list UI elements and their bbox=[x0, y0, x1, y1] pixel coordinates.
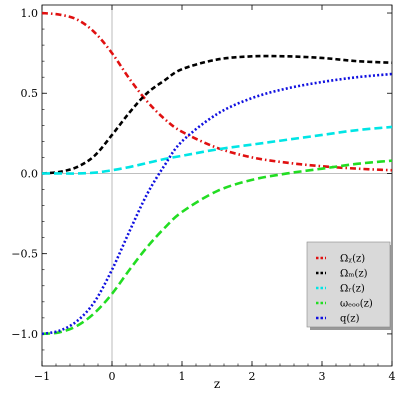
y-tick-label: 0.5 bbox=[21, 87, 39, 100]
x-tick-label: 3 bbox=[319, 370, 326, 383]
x-tick-label: 4 bbox=[389, 370, 396, 383]
y-tick-label: −1.0 bbox=[11, 328, 38, 341]
legend-label-q: q(z) bbox=[340, 314, 360, 325]
series-line-omega-lambda bbox=[41, 11, 393, 172]
y-tick-label: 0.0 bbox=[21, 167, 39, 180]
series-line-omega-r bbox=[41, 125, 393, 175]
legend-label-omega-lambda: Ωᵪ(z) bbox=[340, 254, 365, 265]
series-line-omega-m bbox=[41, 54, 393, 175]
series-lines bbox=[41, 11, 393, 336]
legend-label-omega-eff: ωₑₒₒ(z) bbox=[340, 299, 373, 310]
plot-frame bbox=[41, 4, 393, 367]
legend-label-omega-m: Ωₘ(z) bbox=[340, 269, 368, 280]
legend-box bbox=[306, 241, 391, 328]
x-axis-label: z bbox=[214, 377, 220, 391]
y-tick-label: −0.5 bbox=[11, 248, 38, 261]
x-tick-label: 0 bbox=[109, 370, 116, 383]
series-line-q bbox=[41, 72, 393, 336]
legend: Ωᵪ(z) Ωₘ(z) Ωᵣ(z) ωₑₒₒ(z) q(z) bbox=[306, 241, 393, 330]
tick-labels: −1 0 1 2 3 4 1.0 0.5 0.0 −0.5 −1.0 bbox=[11, 7, 395, 383]
x-tick-label: −1 bbox=[34, 370, 50, 383]
zero-axes bbox=[42, 5, 392, 366]
legend-items: Ωᵪ(z) Ωₘ(z) Ωᵣ(z) ωₑₒₒ(z) q(z) bbox=[316, 254, 373, 325]
plot-border bbox=[41, 4, 393, 367]
x-tick-label: 1 bbox=[179, 370, 186, 383]
tick-marks bbox=[41, 5, 393, 366]
series-line-omega-eff bbox=[41, 159, 393, 336]
legend-label-omega-r: Ωᵣ(z) bbox=[340, 284, 365, 295]
y-tick-label: 1.0 bbox=[21, 7, 39, 20]
x-tick-label: 2 bbox=[249, 370, 256, 383]
